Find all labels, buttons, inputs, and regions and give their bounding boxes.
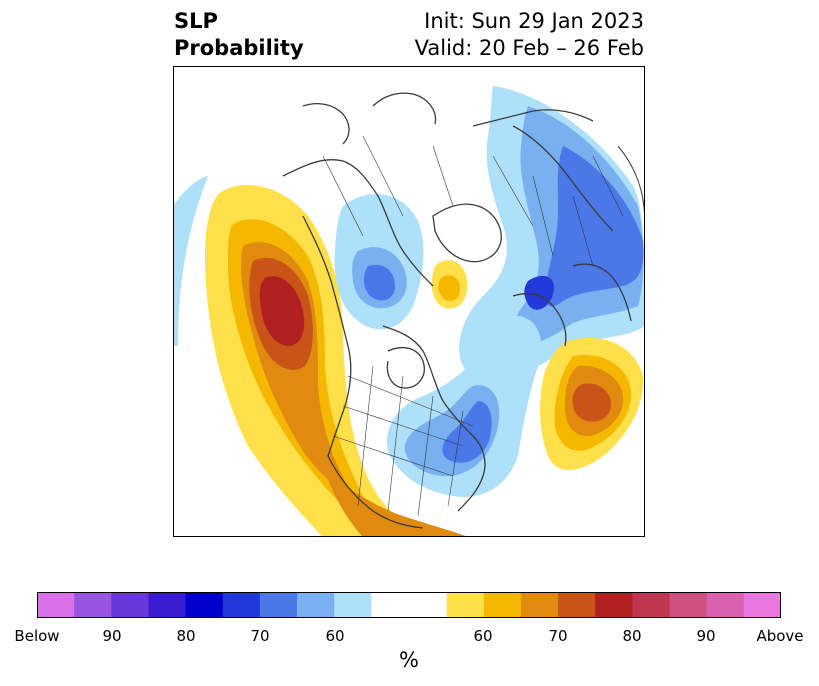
map-border (173, 66, 645, 537)
pacific-edge-below (173, 176, 208, 346)
colorbar-segment (111, 592, 149, 618)
colorbar-segment (595, 592, 633, 618)
colorbar-outline (37, 592, 781, 618)
colorbar-segment (222, 592, 261, 618)
colorbar-segment (297, 592, 335, 618)
colorbar-segment (74, 592, 112, 618)
colorbar-segment (743, 592, 781, 618)
colorbar-segment (632, 592, 671, 618)
colorbar-segment (558, 592, 596, 618)
colorbar-tick-below-60: 60 (325, 627, 345, 645)
title-variable: SLP (174, 9, 218, 33)
colorbar-segment (669, 592, 708, 618)
colorbar-segment (483, 592, 522, 618)
init-date: Init: Sun 29 Jan 2023 (424, 9, 644, 33)
colorbar-segment (371, 592, 448, 618)
colorbar-tick-below: Below (14, 627, 60, 645)
colorbar (37, 592, 781, 618)
colorbar-tick-above: Above (756, 627, 804, 645)
eastern-na-below-anomaly (387, 315, 542, 497)
colorbar-segment (148, 592, 187, 618)
probability-map (173, 66, 645, 537)
valid-range: Valid: 20 Feb – 26 Feb (414, 36, 644, 60)
atlantic-above-anomaly (540, 337, 644, 470)
title-type: Probability (174, 36, 304, 60)
pacific-above-anomaly (205, 185, 468, 537)
colorbar-segment (334, 592, 372, 618)
colorbar-tick-above-90: 90 (696, 627, 716, 645)
colorbar-segment (520, 592, 559, 618)
colorbar-tick-below-90: 90 (102, 627, 122, 645)
colorbar-tick-above-60: 60 (473, 627, 493, 645)
state-borders (322, 135, 624, 517)
colorbar-segment (706, 592, 745, 618)
greenland-above-anomaly (431, 260, 468, 309)
colorbar-tick-below-80: 80 (176, 627, 196, 645)
eurasia-below-anomaly (459, 86, 645, 390)
title-right: Init: Sun 29 Jan 2023 Valid: 20 Feb – 26… (415, 8, 644, 62)
colorbar-segment (185, 592, 224, 618)
coastlines (282, 92, 632, 529)
colorbar-segment (446, 592, 485, 618)
title-left: SLP Probability (174, 8, 304, 62)
colorbar-segment (259, 592, 298, 618)
colorbar-segment (37, 592, 75, 618)
colorbar-tick-above-80: 80 (622, 627, 642, 645)
colorbar-unit: % (399, 648, 419, 672)
colorbar-tick-above-70: 70 (548, 627, 568, 645)
colorbar-tick-below-70: 70 (250, 627, 270, 645)
arctic-below-anomaly (334, 194, 424, 330)
